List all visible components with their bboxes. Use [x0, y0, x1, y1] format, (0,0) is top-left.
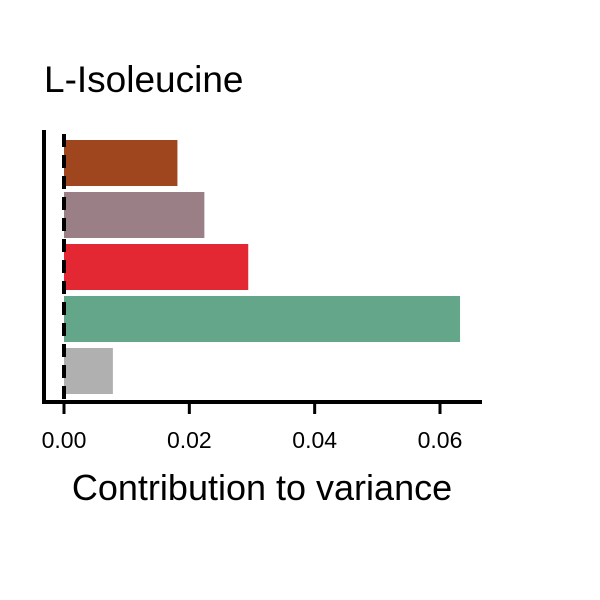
x-ticks: 0.00 0.02 0.04 0.06 — [42, 402, 463, 453]
bar-4 — [64, 296, 461, 342]
bar-3 — [64, 244, 249, 290]
x-axis-label: Contribution to variance — [72, 467, 452, 508]
x-tick-label: 0.06 — [418, 427, 463, 453]
bar-2 — [64, 192, 205, 238]
bars-layer — [64, 140, 461, 394]
bar-5 — [64, 348, 113, 394]
bar-1 — [64, 140, 178, 186]
x-tick-label: 0.00 — [42, 427, 87, 453]
chart-title: L-Isoleucine — [44, 59, 244, 100]
x-tick-label: 0.02 — [167, 427, 212, 453]
x-tick-label: 0.04 — [292, 427, 337, 453]
